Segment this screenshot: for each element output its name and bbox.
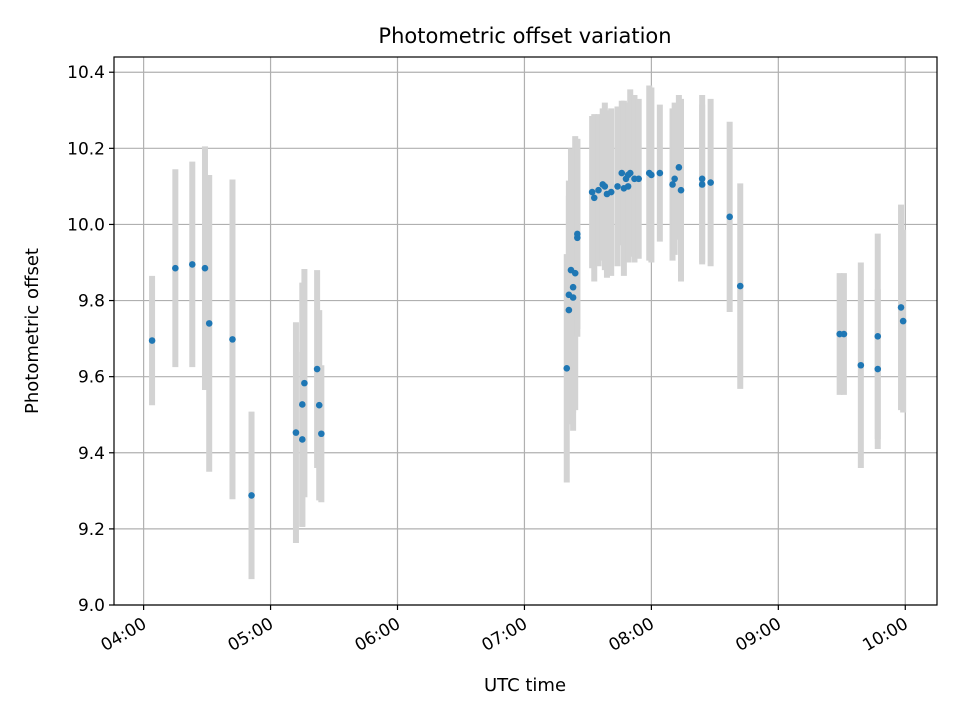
data-point bbox=[635, 175, 642, 183]
data-point bbox=[292, 429, 300, 436]
data-point bbox=[899, 317, 907, 325]
data-point bbox=[624, 183, 632, 190]
data-point bbox=[205, 320, 213, 327]
data-point bbox=[248, 492, 255, 499]
data-point bbox=[698, 181, 706, 188]
data-point bbox=[229, 336, 236, 343]
data-point bbox=[648, 171, 655, 179]
data-point bbox=[571, 269, 579, 277]
y-tick-label: 9.2 bbox=[78, 520, 105, 540]
y-tick-label: 10.2 bbox=[67, 139, 105, 159]
y-axis-label: Photometric offset bbox=[22, 248, 43, 414]
y-tick-label: 9.6 bbox=[78, 368, 105, 388]
data-point bbox=[677, 186, 685, 194]
data-point bbox=[313, 365, 321, 373]
data-point bbox=[897, 304, 905, 311]
x-axis-label: UTC time bbox=[484, 675, 566, 696]
data-point bbox=[656, 169, 664, 177]
data-point bbox=[707, 179, 714, 186]
data-point bbox=[148, 337, 156, 344]
data-point bbox=[569, 283, 577, 291]
data-point bbox=[298, 401, 306, 408]
x-tick-label: 05:00 bbox=[225, 614, 277, 656]
x-axis-ticks: 04:00 05:00 06:00 07:00 08:00 09:00 10:00 bbox=[98, 605, 912, 656]
data-point bbox=[172, 264, 179, 272]
data-point bbox=[607, 188, 615, 196]
data-point bbox=[840, 330, 848, 338]
x-tick-label: 09:00 bbox=[732, 614, 784, 656]
error-bars bbox=[149, 85, 907, 580]
data-point bbox=[669, 181, 676, 188]
data-point bbox=[626, 169, 634, 177]
data-point bbox=[595, 186, 602, 194]
x-tick-label: 10:00 bbox=[859, 614, 911, 656]
data-point bbox=[736, 282, 744, 290]
data-point bbox=[614, 183, 621, 190]
y-tick-label: 9.0 bbox=[78, 596, 105, 616]
data-point bbox=[315, 401, 323, 409]
x-tick-label: 07:00 bbox=[479, 614, 531, 656]
data-point bbox=[569, 294, 577, 301]
plot-frame bbox=[113, 56, 938, 606]
grid bbox=[114, 57, 937, 606]
data-point bbox=[590, 194, 598, 202]
data-point bbox=[201, 264, 209, 272]
x-tick-label: 08:00 bbox=[605, 614, 657, 656]
data-point bbox=[298, 436, 306, 443]
data-point bbox=[618, 169, 626, 177]
data-point bbox=[601, 183, 609, 190]
data-point bbox=[188, 261, 196, 268]
y-tick-label: 9.8 bbox=[78, 292, 105, 312]
x-tick-label: 06:00 bbox=[352, 614, 404, 656]
data-point bbox=[857, 361, 865, 369]
x-tick-label: 04:00 bbox=[98, 614, 150, 656]
y-tick-label: 10.0 bbox=[67, 215, 105, 235]
data-points bbox=[148, 164, 907, 499]
data-point bbox=[574, 230, 581, 238]
data-point bbox=[318, 430, 325, 438]
data-point bbox=[698, 175, 706, 183]
y-axis-ticks: 9.0 9.2 9.4 9.6 9.8 10.0 10.2 10.4 bbox=[67, 63, 114, 616]
data-point bbox=[874, 365, 882, 373]
data-point bbox=[874, 333, 882, 340]
data-point bbox=[563, 364, 571, 372]
chart-title: Photometric offset variation bbox=[378, 24, 671, 48]
y-tick-label: 10.4 bbox=[67, 63, 105, 83]
data-point bbox=[726, 213, 733, 221]
data-point bbox=[671, 175, 678, 183]
data-point bbox=[565, 306, 573, 314]
data-point bbox=[301, 379, 308, 387]
data-point bbox=[588, 188, 596, 196]
y-tick-label: 9.4 bbox=[78, 444, 105, 464]
data-point bbox=[675, 164, 683, 171]
